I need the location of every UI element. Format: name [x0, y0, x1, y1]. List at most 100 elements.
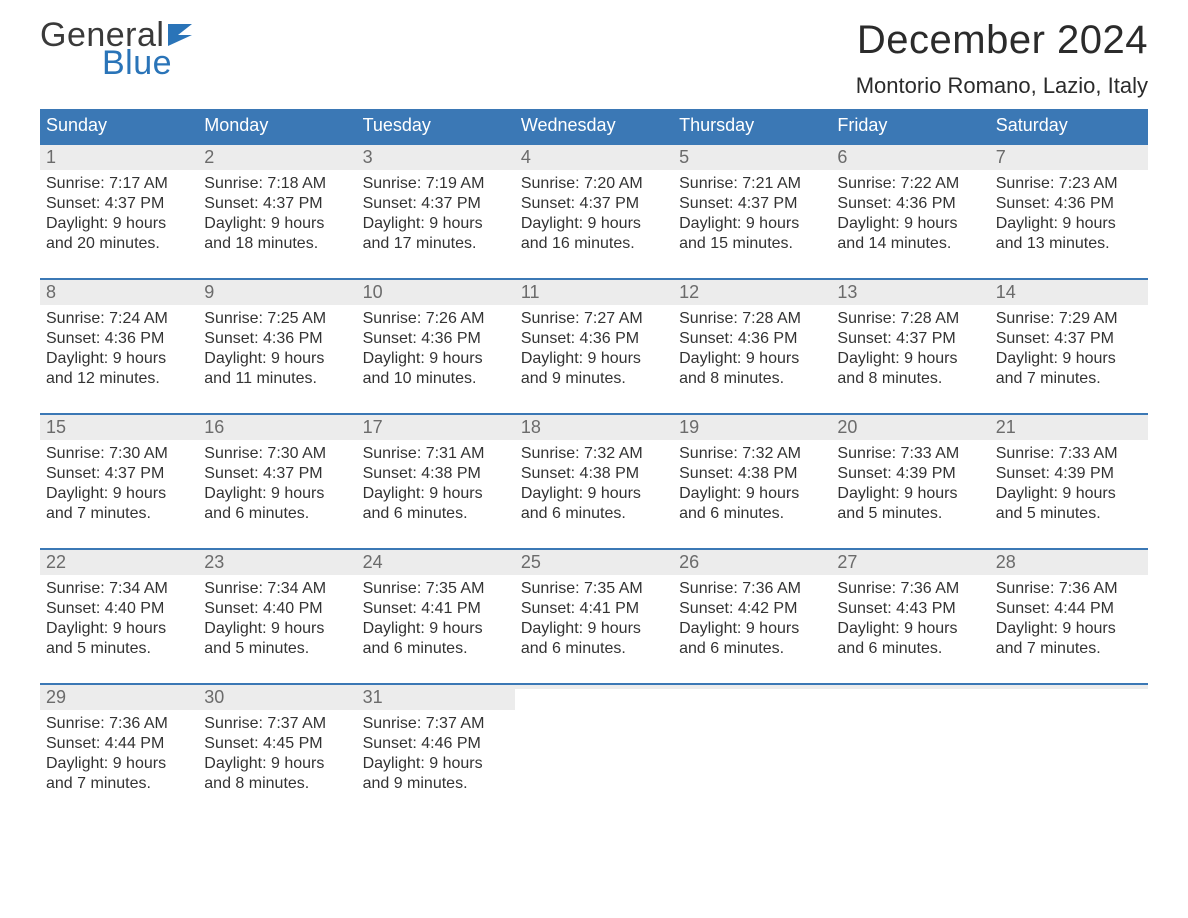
daylight-line-2: and 20 minutes.	[46, 234, 192, 254]
sunrise-line: Sunrise: 7:37 AM	[363, 714, 509, 734]
daylight-line-1: Daylight: 9 hours	[521, 484, 667, 504]
sunrise-line: Sunrise: 7:30 AM	[46, 444, 192, 464]
day-number: 3	[363, 147, 373, 167]
sunrise-line: Sunrise: 7:26 AM	[363, 309, 509, 329]
calendar-day: 17Sunrise: 7:31 AMSunset: 4:38 PMDayligh…	[357, 415, 515, 524]
day-number-strip: 9	[198, 280, 356, 305]
day-number-strip: 26	[673, 550, 831, 575]
daylight-line-2: and 17 minutes.	[363, 234, 509, 254]
daylight-line-1: Daylight: 9 hours	[363, 619, 509, 639]
sunset-line: Sunset: 4:42 PM	[679, 599, 825, 619]
sunset-line: Sunset: 4:36 PM	[46, 329, 192, 349]
day-number: 1	[46, 147, 56, 167]
calendar-day	[831, 685, 989, 794]
calendar-day: 15Sunrise: 7:30 AMSunset: 4:37 PMDayligh…	[40, 415, 198, 524]
calendar-day: 27Sunrise: 7:36 AMSunset: 4:43 PMDayligh…	[831, 550, 989, 659]
sunrise-line: Sunrise: 7:36 AM	[996, 579, 1142, 599]
day-number-strip: 13	[831, 280, 989, 305]
daylight-line-1: Daylight: 9 hours	[363, 349, 509, 369]
header: General Blue December 2024 Montorio Roma…	[40, 18, 1148, 99]
daylight-line-1: Daylight: 9 hours	[996, 484, 1142, 504]
sunrise-line: Sunrise: 7:34 AM	[204, 579, 350, 599]
location-subtitle: Montorio Romano, Lazio, Italy	[856, 73, 1148, 99]
sunrise-line: Sunrise: 7:33 AM	[837, 444, 983, 464]
sunrise-line: Sunrise: 7:23 AM	[996, 174, 1142, 194]
day-number-strip: 5	[673, 145, 831, 170]
daylight-line-1: Daylight: 9 hours	[204, 484, 350, 504]
sunset-line: Sunset: 4:36 PM	[521, 329, 667, 349]
calendar-day: 9Sunrise: 7:25 AMSunset: 4:36 PMDaylight…	[198, 280, 356, 389]
sunset-line: Sunset: 4:37 PM	[204, 464, 350, 484]
daylight-line-2: and 6 minutes.	[363, 639, 509, 659]
day-number: 7	[996, 147, 1006, 167]
day-body: Sunrise: 7:17 AMSunset: 4:37 PMDaylight:…	[40, 170, 198, 254]
sunrise-line: Sunrise: 7:28 AM	[679, 309, 825, 329]
day-body: Sunrise: 7:20 AMSunset: 4:37 PMDaylight:…	[515, 170, 673, 254]
sunset-line: Sunset: 4:36 PM	[363, 329, 509, 349]
daylight-line-2: and 10 minutes.	[363, 369, 509, 389]
day-number: 24	[363, 552, 383, 572]
day-number-strip: 16	[198, 415, 356, 440]
day-number-strip	[673, 685, 831, 689]
day-number-strip: 11	[515, 280, 673, 305]
day-number-strip: 23	[198, 550, 356, 575]
sunset-line: Sunset: 4:45 PM	[204, 734, 350, 754]
day-number-strip: 27	[831, 550, 989, 575]
calendar-day: 25Sunrise: 7:35 AMSunset: 4:41 PMDayligh…	[515, 550, 673, 659]
daylight-line-2: and 6 minutes.	[204, 504, 350, 524]
calendar-week: 8Sunrise: 7:24 AMSunset: 4:36 PMDaylight…	[40, 278, 1148, 389]
calendar-day: 2Sunrise: 7:18 AMSunset: 4:37 PMDaylight…	[198, 145, 356, 254]
calendar-week: 22 Sunrise: 7:34 AMSunset: 4:40 PMDayligh…	[40, 548, 1148, 659]
day-number-strip: 12	[673, 280, 831, 305]
day-number-strip: 4	[515, 145, 673, 170]
sunset-line: Sunset: 4:44 PM	[996, 599, 1142, 619]
day-number-strip: 28	[990, 550, 1148, 575]
calendar-day: 3Sunrise: 7:19 AMSunset: 4:37 PMDaylight…	[357, 145, 515, 254]
day-number-strip: 18	[515, 415, 673, 440]
day-body: Sunrise: 7:36 AMSunset: 4:44 PMDaylight:…	[40, 710, 198, 794]
calendar-day: 23Sunrise: 7:34 AMSunset: 4:40 PMDayligh…	[198, 550, 356, 659]
calendar-day: 30Sunrise: 7:37 AMSunset: 4:45 PMDayligh…	[198, 685, 356, 794]
daylight-line-1: Daylight: 9 hours	[996, 349, 1142, 369]
daylight-line-1: Daylight: 9 hours	[837, 349, 983, 369]
sunrise-line: Sunrise: 7:20 AM	[521, 174, 667, 194]
calendar-week: 29Sunrise: 7:36 AMSunset: 4:44 PMDayligh…	[40, 683, 1148, 794]
day-number-strip: 24	[357, 550, 515, 575]
sunrise-line: Sunrise: 7:28 AM	[837, 309, 983, 329]
day-body: Sunrise: 7:28 AMSunset: 4:36 PMDaylight:…	[673, 305, 831, 389]
day-number: 31	[363, 687, 383, 707]
daylight-line-2: and 8 minutes.	[204, 774, 350, 794]
day-number-strip: 15	[40, 415, 198, 440]
day-body: Sunrise: 7:32 AMSunset: 4:38 PMDaylight:…	[515, 440, 673, 524]
sunrise-line: Sunrise: 7:17 AM	[46, 174, 192, 194]
sunset-line: Sunset: 4:39 PM	[837, 464, 983, 484]
day-number: 22	[46, 552, 66, 572]
day-body: Sunrise: 7:33 AMSunset: 4:39 PMDaylight:…	[990, 440, 1148, 524]
sunrise-line: Sunrise: 7:31 AM	[363, 444, 509, 464]
daylight-line-1: Daylight: 9 hours	[46, 619, 192, 639]
daylight-line-1: Daylight: 9 hours	[363, 214, 509, 234]
day-number-strip	[831, 685, 989, 689]
daylight-line-1: Daylight: 9 hours	[837, 619, 983, 639]
day-body: Sunrise: 7:34 AMSunset: 4:40 PMDaylight:…	[40, 575, 198, 659]
calendar-day: 26Sunrise: 7:36 AMSunset: 4:42 PMDayligh…	[673, 550, 831, 659]
daylight-line-1: Daylight: 9 hours	[204, 619, 350, 639]
sunset-line: Sunset: 4:36 PM	[996, 194, 1142, 214]
daylight-line-2: and 11 minutes.	[204, 369, 350, 389]
daylight-line-2: and 9 minutes.	[363, 774, 509, 794]
calendar-day	[515, 685, 673, 794]
day-number-strip: 20	[831, 415, 989, 440]
calendar-day: 18Sunrise: 7:32 AMSunset: 4:38 PMDayligh…	[515, 415, 673, 524]
dow-monday: Monday	[198, 109, 356, 143]
day-number-strip: 8	[40, 280, 198, 305]
day-number-strip: 31	[357, 685, 515, 710]
sunset-line: Sunset: 4:37 PM	[363, 194, 509, 214]
calendar-day: 8Sunrise: 7:24 AMSunset: 4:36 PMDaylight…	[40, 280, 198, 389]
day-body: Sunrise: 7:26 AMSunset: 4:36 PMDaylight:…	[357, 305, 515, 389]
daylight-line-1: Daylight: 9 hours	[46, 484, 192, 504]
day-number-strip: 14	[990, 280, 1148, 305]
calendar-week: 1Sunrise: 7:17 AMSunset: 4:37 PMDaylight…	[40, 143, 1148, 254]
day-body: Sunrise: 7:28 AMSunset: 4:37 PMDaylight:…	[831, 305, 989, 389]
day-number-strip: 6	[831, 145, 989, 170]
dow-friday: Friday	[831, 109, 989, 143]
